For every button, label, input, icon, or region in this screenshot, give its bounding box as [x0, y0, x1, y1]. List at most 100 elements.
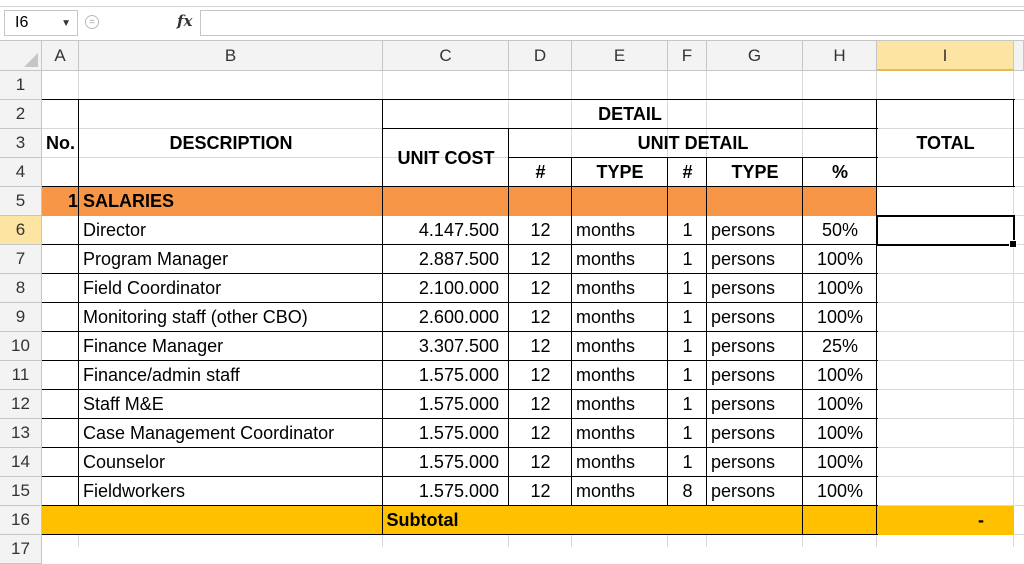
fill-handle[interactable] [1009, 240, 1017, 248]
header-detail: DETAIL [598, 104, 662, 124]
column-header-c[interactable]: C [383, 41, 509, 71]
row-header-9[interactable]: 9 [0, 303, 42, 332]
item-desc: Field Coordinator [83, 278, 222, 298]
header-type-1: TYPE [596, 162, 644, 182]
section-row-fill [42, 187, 877, 216]
item-t2: persons [711, 365, 776, 385]
column-header-e[interactable]: E [572, 41, 668, 71]
header-description: DESCRIPTION [169, 133, 293, 153]
item-cost: 1.575.000 [418, 423, 499, 443]
row-header-8[interactable]: 8 [0, 274, 42, 303]
item-t1: months [576, 452, 636, 472]
column-header-i[interactable]: I [877, 41, 1014, 71]
item-n2: 1 [682, 365, 693, 385]
item-t2: persons [711, 249, 776, 269]
item-n1: 12 [530, 336, 551, 356]
row-header-13[interactable]: 13 [0, 419, 42, 448]
item-t2: persons [711, 452, 776, 472]
item-t2: persons [711, 394, 776, 414]
item-n1: 12 [530, 220, 551, 240]
item-t1: months [576, 423, 636, 443]
header-total: TOTAL [916, 133, 975, 153]
item-pct: 100% [816, 481, 864, 501]
item-t1: months [576, 220, 636, 240]
row-header-5[interactable]: 5 [0, 187, 42, 216]
item-n2: 1 [682, 336, 693, 356]
item-n1: 12 [530, 452, 551, 472]
item-cost: 1.575.000 [418, 365, 499, 385]
item-pct: 100% [816, 249, 864, 269]
item-desc: Director [83, 220, 147, 240]
worksheet-grid[interactable]: No. DESCRIPTION DETAIL UNIT COST UNIT DE… [42, 71, 1024, 547]
item-n2: 1 [682, 249, 693, 269]
item-desc: Finance Manager [83, 336, 224, 356]
item-n1: 12 [530, 394, 551, 414]
row-header-1[interactable]: 1 [0, 71, 42, 100]
row-header-3[interactable]: 3 [0, 129, 42, 158]
item-pct: 100% [816, 365, 864, 385]
item-t2: persons [711, 336, 776, 356]
row-header-15[interactable]: 15 [0, 477, 42, 506]
row-header-12[interactable]: 12 [0, 390, 42, 419]
item-desc: Fieldworkers [83, 481, 186, 501]
row-header-11[interactable]: 11 [0, 361, 42, 390]
column-header-a[interactable]: A [42, 41, 79, 71]
header-count-2: # [682, 162, 693, 182]
formula-bar: I6 ▼ = fx [0, 7, 1024, 41]
item-cost: 1.575.000 [418, 481, 499, 501]
row-header-10[interactable]: 10 [0, 332, 42, 361]
row-header-17[interactable]: 17 [0, 535, 42, 564]
item-pct: 100% [816, 452, 864, 472]
item-pct: 100% [816, 423, 864, 443]
name-box[interactable]: I6 ▼ [4, 10, 78, 36]
item-desc: Counselor [83, 452, 166, 472]
header-unit-cost: UNIT COST [397, 147, 495, 168]
item-t1: months [576, 365, 636, 385]
row-header-2[interactable]: 2 [0, 100, 42, 129]
item-cost: 2.100.000 [418, 278, 499, 298]
item-t2: persons [711, 481, 776, 501]
item-cost: 1.575.000 [418, 394, 499, 414]
formula-buttons: = fx [82, 10, 200, 36]
row-header-16[interactable]: 16 [0, 506, 42, 535]
column-header-d[interactable]: D [509, 41, 572, 71]
item-t2: persons [711, 220, 776, 240]
column-header-j[interactable] [1014, 41, 1024, 71]
item-pct: 25% [821, 336, 859, 356]
insert-function-icon[interactable]: fx [177, 12, 193, 30]
column-header-g[interactable]: G [707, 41, 803, 71]
expand-handle-icon[interactable]: = [85, 15, 99, 29]
select-all-button[interactable] [0, 41, 42, 71]
item-pct: 100% [816, 278, 864, 298]
item-n1: 12 [530, 481, 551, 501]
item-desc: Finance/admin staff [83, 365, 240, 385]
row-header-14[interactable]: 14 [0, 448, 42, 477]
item-t1: months [576, 481, 636, 501]
formula-input[interactable] [200, 10, 1024, 36]
column-header-h[interactable]: H [803, 41, 877, 71]
item-cost: 2.600.000 [418, 307, 499, 327]
row-header-7[interactable]: 7 [0, 245, 42, 274]
item-cost: 2.887.500 [418, 249, 499, 269]
item-desc: Case Management Coordinator [83, 423, 335, 443]
item-t2: persons [711, 307, 776, 327]
chevron-down-icon[interactable]: ▼ [61, 18, 71, 29]
item-desc: Staff M&E [83, 394, 164, 414]
header-type-2: TYPE [731, 162, 779, 182]
item-t1: months [576, 249, 636, 269]
item-n1: 12 [530, 249, 551, 269]
row-header-6[interactable]: 6 [0, 216, 42, 245]
item-cost: 1.575.000 [418, 452, 499, 472]
row-header-4[interactable]: 4 [0, 158, 42, 187]
section-number: 1 [67, 191, 78, 211]
item-n1: 12 [530, 278, 551, 298]
item-n2: 1 [682, 394, 693, 414]
item-n2: 8 [682, 481, 693, 501]
column-header-f[interactable]: F [668, 41, 707, 71]
column-header-b[interactable]: B [79, 41, 383, 71]
item-n1: 12 [530, 423, 551, 443]
item-t1: months [576, 307, 636, 327]
subtotal-label: Subtotal [386, 510, 459, 530]
name-box-value: I6 [15, 14, 29, 31]
active-cell-i6[interactable] [876, 215, 1017, 248]
